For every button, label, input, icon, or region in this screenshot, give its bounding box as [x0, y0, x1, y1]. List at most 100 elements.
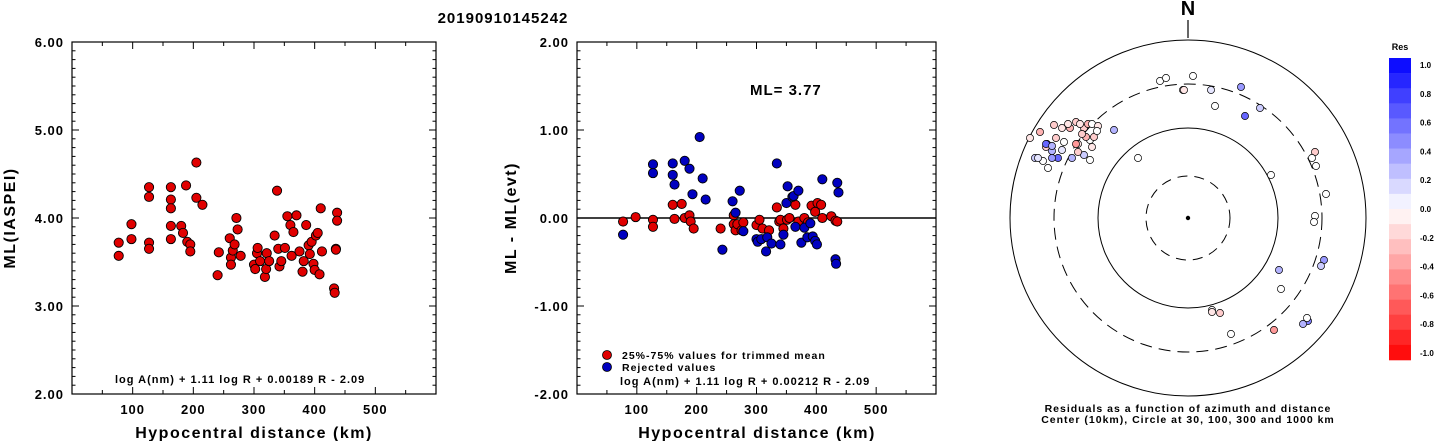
station-marker: [1072, 140, 1080, 148]
data-point-series-0: [235, 250, 246, 261]
station-marker: [1058, 146, 1066, 154]
y-tick-label: -1.00: [534, 299, 569, 314]
data-point-series-0: [784, 212, 795, 224]
data-point-series-1: [647, 159, 659, 170]
event-title: 20190910145242: [438, 10, 569, 27]
data-point-series-1: [697, 173, 708, 184]
station-marker: [1074, 148, 1082, 156]
colorbar-labels: 1.0 0.8 0.6 0.4 0.2 0.0 -0.2 -0.4 -0.6 -0.8 -1.0: [1420, 61, 1434, 358]
data-point-series-0: [213, 247, 224, 258]
north-label: N: [1181, 0, 1195, 20]
colorbar-swatch: [1389, 193, 1411, 210]
data-point-series-1: [738, 226, 749, 237]
colorbar-swatch: [1389, 329, 1411, 346]
colorbar-swatch: [1389, 58, 1411, 74]
y-tick-label: 3.00: [35, 299, 64, 314]
colorbar-title: Res: [1392, 42, 1409, 52]
data-point-series-0: [771, 202, 782, 213]
station-marker: [1052, 134, 1060, 142]
station-marker: [1207, 86, 1215, 94]
data-point-series-1: [805, 218, 816, 229]
colorbar-tick-label: -0.6: [1420, 291, 1434, 300]
y-tick-label: 4.00: [35, 211, 64, 226]
data-point-series-1: [775, 239, 786, 250]
station-marker: [1277, 285, 1285, 293]
tick-labels: 100 200 300 400 500 2.00 3.00 4.00 5.00 6.00: [35, 35, 388, 417]
data-point-series-0: [165, 182, 176, 193]
data-point-series-0: [181, 180, 192, 191]
epicenter-dot: [1185, 215, 1191, 221]
residual-scatter-plot: 100 200 300 400 500 -2.00 -1.00 0.00 1.00 2.00 ML…: [503, 35, 937, 441]
x-tick-label: 400: [804, 402, 829, 417]
station-marker: [1093, 127, 1101, 135]
colorbar-tick-label: 0.6: [1420, 119, 1432, 128]
station-marker: [1162, 74, 1170, 82]
data-point-series-0: [669, 213, 680, 224]
colorbar-swatch: [1389, 284, 1411, 300]
data-point-series-0: [126, 219, 137, 230]
station-marker: [1180, 86, 1188, 94]
colorbar-tick-label: 1.0: [1420, 61, 1432, 70]
x-tick-label: 200: [684, 402, 709, 417]
data-point-series-0: [291, 210, 302, 221]
data-point-series-1: [817, 174, 828, 185]
x-tick-label: 400: [302, 402, 327, 417]
tick-marks: [577, 41, 936, 395]
colorbar-swatch: [1389, 118, 1411, 134]
station-marker: [1044, 164, 1052, 172]
data-point-series-1: [717, 244, 728, 255]
data-point-series-0: [282, 211, 293, 222]
data-point-series-1: [647, 168, 659, 179]
colorbar-swatch: [1389, 148, 1411, 164]
data-point-series-0: [298, 256, 309, 267]
x-tick-label: 500: [363, 402, 388, 417]
station-marker: [1303, 314, 1311, 322]
data-point-series-0: [252, 242, 263, 253]
data-point-series-0: [301, 219, 312, 231]
station-marker: [1048, 154, 1056, 162]
data-point-series-1: [667, 169, 678, 180]
station-marker: [1060, 138, 1068, 146]
colorbar-swatch: [1389, 239, 1411, 255]
tick-labels: 100 200 300 400 500 -2.00 -1.00 0.00 1.00 2.00: [534, 35, 887, 417]
colorbar-tick-label: 0.0: [1420, 205, 1432, 214]
data-point-series-0: [312, 227, 323, 239]
data-point-series-0: [272, 185, 283, 196]
data-point-series-0: [315, 203, 326, 214]
data-point-series-0: [165, 203, 176, 214]
tick-marks: [72, 41, 436, 395]
data-point-series-0: [191, 192, 202, 203]
circle-30km: [1145, 175, 1231, 261]
data-point-series-1: [811, 239, 822, 250]
caption-line-2: Center (10km), Circle at 30, 100, 300 an…: [1041, 414, 1335, 426]
data-point-series-0: [126, 234, 137, 245]
data-point-series-0: [618, 216, 629, 227]
station-marker: [1088, 143, 1096, 151]
y-tick-label: -2.00: [534, 387, 569, 402]
colorbar-swatch: [1389, 224, 1411, 240]
data-point-series-0: [279, 242, 290, 253]
y-tick-label: 2.00: [35, 387, 64, 402]
data-point-series-1: [727, 196, 738, 207]
station-marker: [1036, 128, 1044, 136]
data-point-series-1: [618, 229, 629, 240]
data-point-series-1: [771, 158, 782, 169]
circle-300km: [1053, 83, 1323, 353]
circle-1000km: [1009, 39, 1367, 397]
station-marker: [1322, 190, 1330, 198]
data-point-series-1: [766, 238, 777, 249]
data-point-series-0: [185, 246, 196, 257]
station-marker: [1267, 171, 1275, 179]
data-point-series-1: [694, 131, 705, 143]
station-marker: [1216, 309, 1224, 317]
data-point-series-0: [832, 216, 843, 227]
data-point-series-0: [143, 191, 155, 202]
data-point-series-0: [177, 227, 189, 239]
data-point-series-1: [667, 158, 678, 169]
data-point-series-0: [676, 198, 687, 209]
data-point-series-0: [165, 234, 176, 245]
station-markers: [1026, 72, 1330, 338]
station-marker: [1310, 218, 1318, 226]
data-point-series-0: [250, 263, 261, 275]
